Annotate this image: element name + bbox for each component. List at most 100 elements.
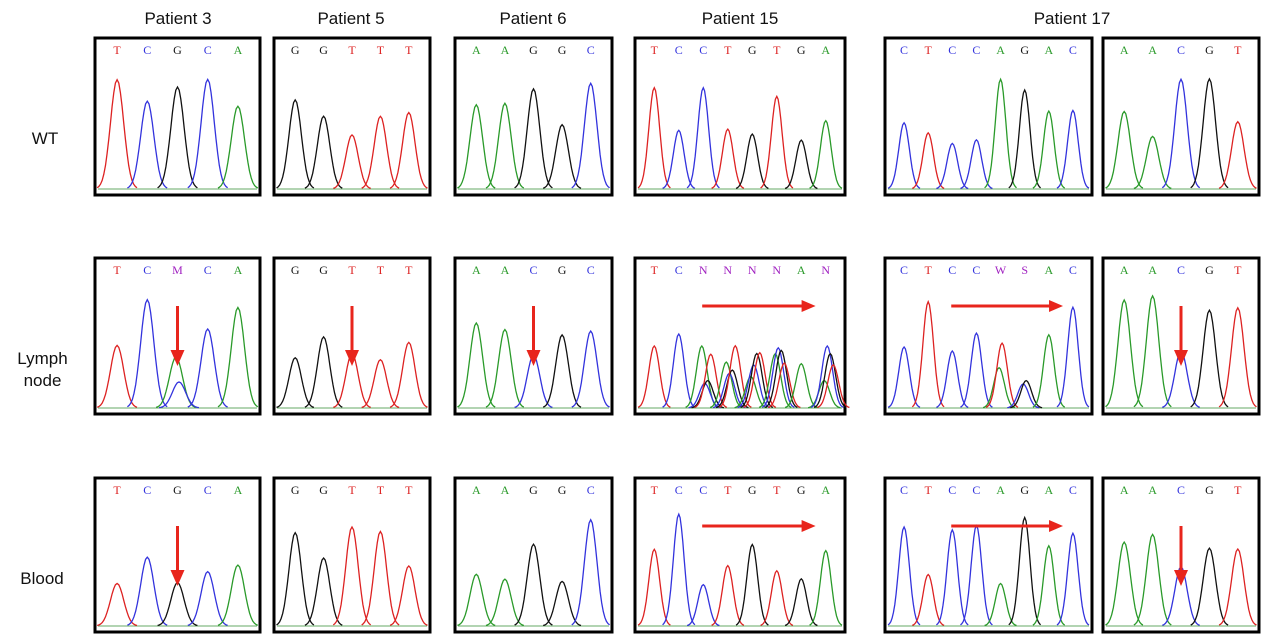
peak	[984, 77, 1017, 189]
base-call: G	[173, 483, 182, 497]
base-call: G	[748, 483, 757, 497]
base-call: T	[1234, 483, 1242, 497]
base-call: T	[113, 483, 121, 497]
base-call: A	[1148, 263, 1157, 277]
panel-frame	[883, 476, 1094, 634]
peak	[810, 344, 844, 408]
base-call: W	[995, 263, 1007, 277]
base-call: T	[348, 483, 356, 497]
base-call: A	[501, 43, 510, 57]
peak	[1008, 515, 1042, 626]
peak	[662, 332, 696, 408]
base-call: C	[972, 43, 980, 57]
base-call: G	[291, 263, 300, 277]
peak	[1218, 547, 1257, 626]
peak	[662, 129, 696, 189]
peak	[457, 321, 496, 408]
base-call: G	[1205, 483, 1214, 497]
peak	[1056, 531, 1090, 626]
base-call: A	[234, 263, 243, 277]
base-call: G	[319, 43, 328, 57]
peak	[709, 361, 743, 409]
base-call: C	[143, 483, 151, 497]
base-call: T	[1234, 43, 1242, 57]
peak	[333, 133, 371, 190]
base-call: A	[1120, 43, 1129, 57]
peak	[760, 569, 794, 626]
base-call: A	[821, 483, 830, 497]
base-call: T	[348, 263, 356, 277]
base-call: C	[1069, 263, 1077, 277]
peak	[936, 142, 969, 190]
peak	[571, 81, 610, 189]
base-call: T	[113, 263, 121, 277]
peak	[127, 99, 168, 189]
panel-frame	[272, 476, 432, 634]
peak	[187, 327, 228, 408]
peak	[985, 341, 1019, 408]
base-call: T	[724, 43, 732, 57]
peak	[735, 133, 769, 189]
base-call: C	[1177, 43, 1185, 57]
peak	[686, 583, 720, 627]
base-call: C	[587, 483, 595, 497]
base-call: C	[1177, 483, 1185, 497]
peak	[637, 86, 671, 189]
peak	[304, 557, 343, 626]
arrow-head	[1174, 570, 1188, 586]
peak	[361, 358, 400, 409]
peak	[1133, 135, 1172, 190]
peak	[571, 329, 610, 408]
peak	[816, 363, 850, 409]
base-call: T	[377, 43, 385, 57]
peak	[960, 138, 993, 190]
base-call: A	[1044, 263, 1053, 277]
peak	[911, 131, 945, 189]
panel-frame	[93, 36, 262, 197]
peak	[514, 542, 553, 626]
peak	[737, 364, 771, 409]
peak	[389, 341, 428, 408]
base-call: A	[1120, 263, 1129, 277]
base-call: T	[724, 483, 732, 497]
base-call: G	[1020, 43, 1029, 57]
column-header: Patient 5	[317, 9, 384, 28]
peak	[887, 121, 921, 189]
base-call: N	[772, 263, 781, 277]
base-call: A	[1148, 483, 1157, 497]
peak	[96, 78, 138, 189]
base-call: T	[377, 483, 385, 497]
base-call: C	[900, 483, 908, 497]
peak	[217, 306, 259, 408]
peak	[361, 530, 400, 626]
peak	[784, 362, 818, 409]
base-call: S	[1021, 263, 1028, 277]
peak	[389, 565, 428, 626]
base-call: A	[1044, 43, 1053, 57]
peak	[694, 353, 728, 408]
base-call: C	[675, 263, 683, 277]
base-call: A	[501, 483, 510, 497]
peak	[158, 381, 200, 409]
base-call: G	[558, 43, 567, 57]
peak	[1105, 110, 1144, 189]
base-call: C	[587, 43, 595, 57]
peak	[389, 111, 428, 189]
base-call: G	[1205, 43, 1214, 57]
base-call: T	[773, 43, 781, 57]
peak	[1056, 109, 1090, 189]
peak	[936, 349, 969, 408]
peak	[1133, 533, 1172, 626]
peak	[1161, 77, 1201, 189]
row-label: WT	[31, 129, 59, 148]
column-header: Patient 6	[499, 9, 566, 28]
base-call: T	[925, 263, 933, 277]
panel-frame	[93, 476, 262, 634]
